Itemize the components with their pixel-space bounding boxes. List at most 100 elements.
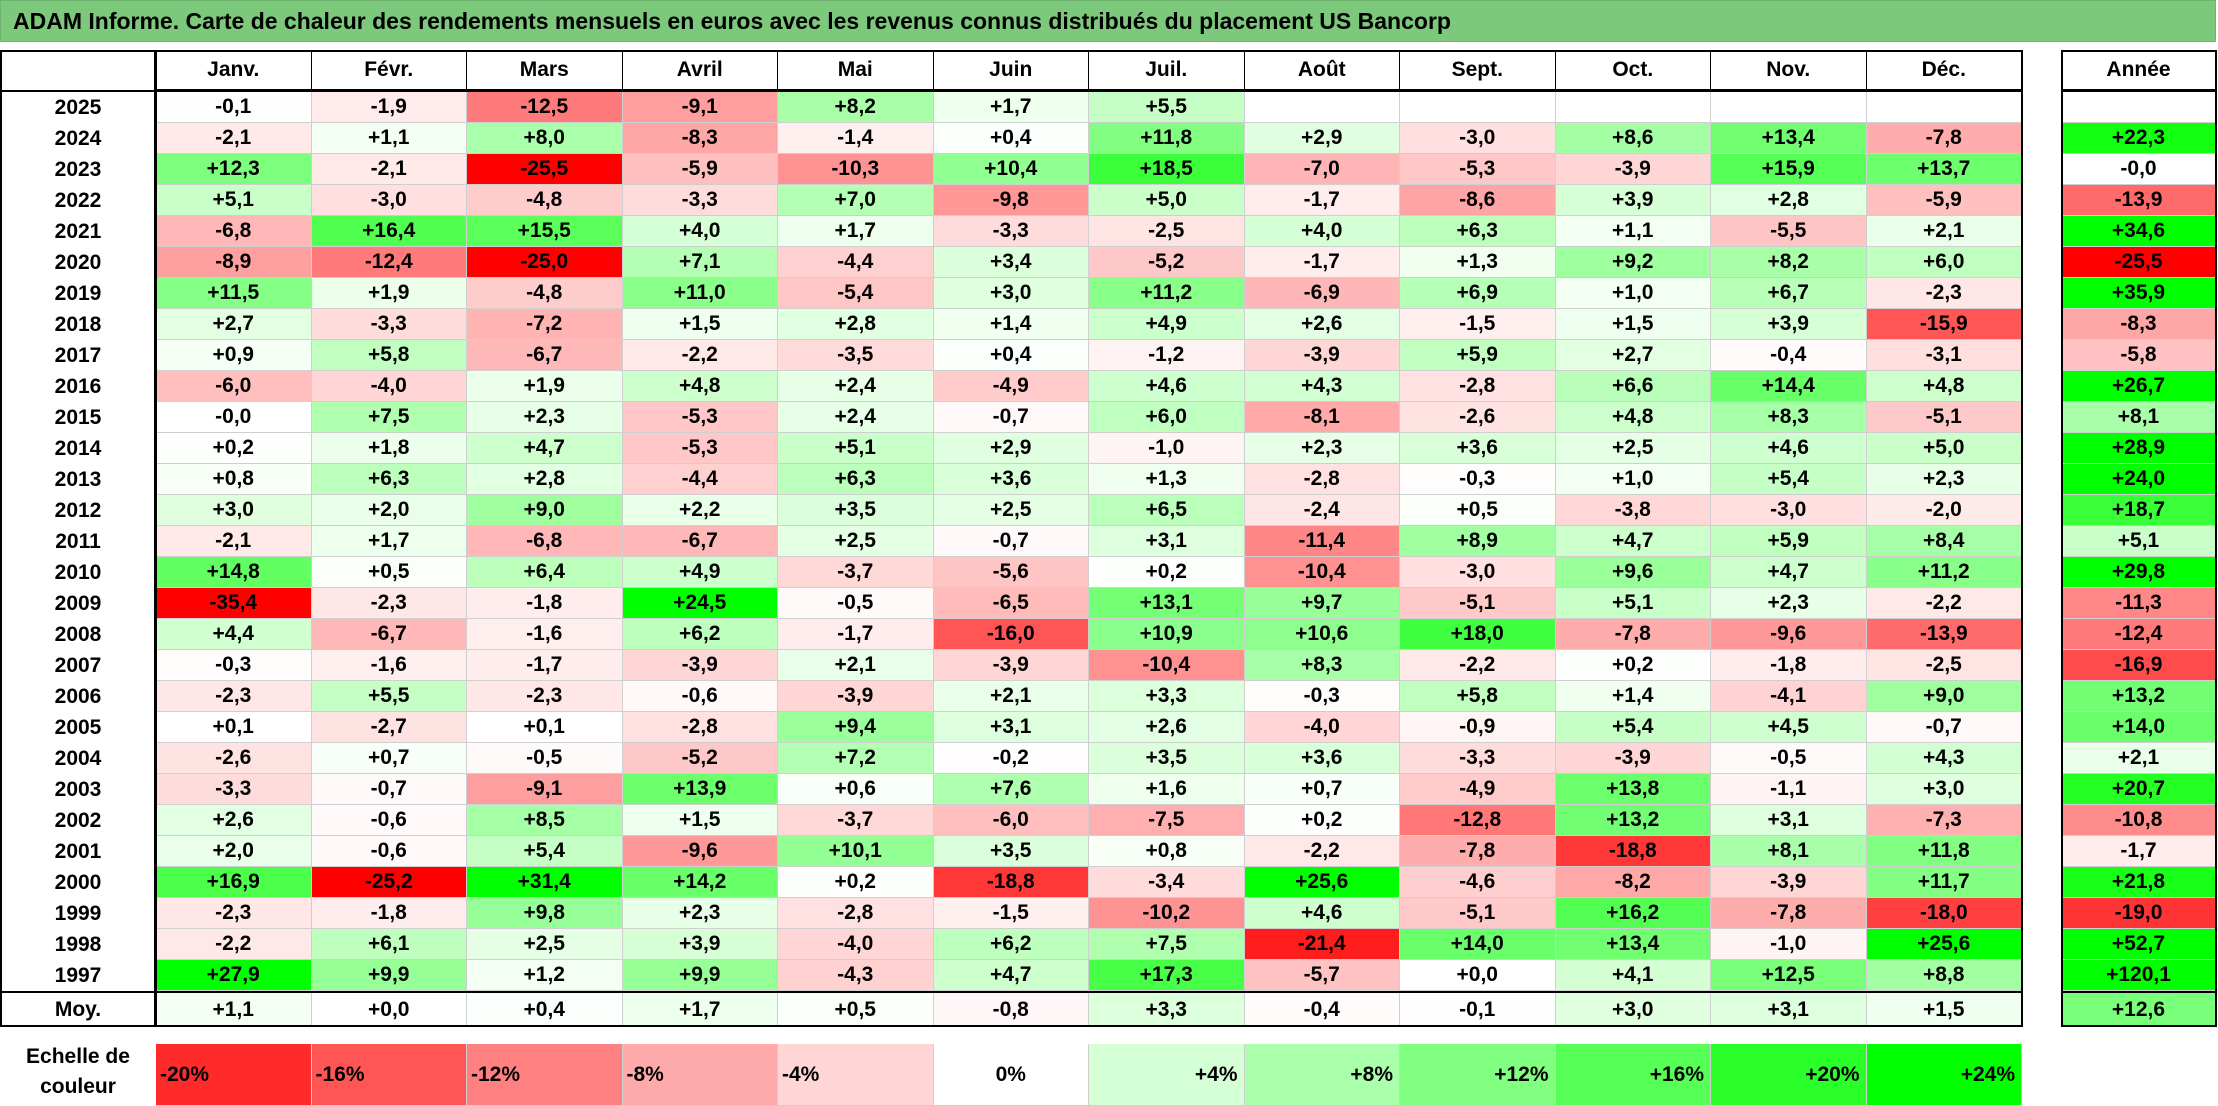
heatmap-cell: +9,8	[467, 898, 623, 929]
heatmap-cell: -3,3	[933, 216, 1089, 247]
heatmap-cell: -2,5	[1089, 216, 1245, 247]
heatmap-cell: +2,4	[778, 402, 934, 433]
heatmap-cell: +1,0	[1555, 278, 1711, 309]
row-year-label: 2008	[54, 622, 102, 646]
heatmap-cell: +2,8	[1711, 185, 1867, 216]
heatmap-cell: -2,6	[1400, 402, 1556, 433]
heatmap-cell: +0,7	[1244, 774, 1400, 805]
heatmap-cell: +7,2	[778, 743, 934, 774]
heatmap-cell: +4,9	[1089, 309, 1245, 340]
heatmap-cell: +8,0	[467, 123, 623, 154]
heatmap-cell: -2,3	[156, 681, 312, 712]
heatmap-cell: +16,4	[311, 216, 467, 247]
heatmap-cell: -9,1	[622, 92, 778, 123]
heatmap-cell: -3,1	[1866, 340, 2022, 371]
heatmap-cell	[1711, 92, 1867, 123]
heatmap-cell: +3,5	[778, 495, 934, 526]
average-cell: -0,8	[933, 993, 1089, 1027]
heatmap-cell: -3,7	[778, 557, 934, 588]
heatmap-cell: -7,3	[1866, 805, 2022, 836]
heatmap-cell: +4,7	[1555, 526, 1711, 557]
row-year-label: 2020	[54, 250, 102, 274]
heatmap-cell: +5,9	[1711, 526, 1867, 557]
heatmap-cell: +3,9	[1555, 185, 1711, 216]
heatmap-cell: +8,2	[1711, 247, 1867, 278]
row-year-label: 1998	[54, 932, 102, 956]
row-year-label: 2015	[54, 405, 102, 429]
heatmap-cell: -3,3	[1400, 743, 1556, 774]
heatmap-cell: -8,2	[1555, 867, 1711, 898]
heatmap-cell: +8,5	[467, 805, 623, 836]
heatmap-cell: +2,2	[622, 495, 778, 526]
heatmap-cell: -2,2	[1866, 588, 2022, 619]
average-cell: -0,1	[1400, 993, 1556, 1027]
heatmap-cell: -7,8	[1400, 836, 1556, 867]
heatmap-cell: +3,6	[933, 464, 1089, 495]
heatmap-cell: -1,7	[1244, 185, 1400, 216]
heatmap-cell: -9,1	[467, 774, 623, 805]
heatmap-cell: -0,2	[933, 743, 1089, 774]
row-year-label: 2002	[54, 808, 102, 832]
heatmap-cell: +14,0	[1400, 929, 1556, 960]
heatmap-cell: +2,6	[156, 805, 312, 836]
row-year-label: 2007	[54, 653, 102, 677]
heatmap-cell: +0,2	[778, 867, 934, 898]
row-year-label: 2004	[54, 746, 102, 770]
heatmap-cell: +1,7	[311, 526, 467, 557]
heatmap-cell: +9,4	[778, 712, 934, 743]
annual-cell: +120,1	[2062, 960, 2216, 991]
heatmap-cell: -6,7	[311, 619, 467, 650]
heatmap-cell: -3,0	[1711, 495, 1867, 526]
annual-cell: +20,7	[2062, 774, 2216, 805]
heatmap-cell: +16,9	[156, 867, 312, 898]
chart-title: ADAM Informe. Carte de chaleur des rende…	[13, 8, 1451, 34]
heatmap-cell: -1,4	[778, 123, 934, 154]
heatmap-cell: +2,3	[1711, 588, 1867, 619]
heatmap-cell: -3,8	[1555, 495, 1711, 526]
heatmap-cell: +3,5	[933, 836, 1089, 867]
row-year-label: 2006	[54, 684, 102, 708]
heatmap-cell: -25,5	[467, 154, 623, 185]
annual-cell: -19,0	[2062, 898, 2216, 929]
heatmap-cell: -1,8	[467, 588, 623, 619]
heatmap-cell: +11,2	[1866, 557, 2022, 588]
row-year-label: 2001	[54, 839, 102, 863]
annual-cell: +26,7	[2062, 371, 2216, 402]
heatmap-cell: +0,6	[778, 774, 934, 805]
heatmap-cell: +8,6	[1555, 123, 1711, 154]
heatmap-cell: +11,8	[1089, 123, 1245, 154]
heatmap-cell: -10,4	[1244, 557, 1400, 588]
color-scale-step: +4%	[1089, 1044, 1245, 1106]
heatmap-cell: +3,0	[156, 495, 312, 526]
heatmap-cell: -2,5	[1866, 650, 2022, 681]
heatmap-cell: +2,9	[933, 433, 1089, 464]
heatmap-cell: -3,0	[1400, 557, 1556, 588]
heatmap-cell: +6,2	[933, 929, 1089, 960]
heatmap-cell: -7,0	[1244, 154, 1400, 185]
column-header: Avril	[622, 50, 778, 90]
heatmap-cell: -2,2	[622, 340, 778, 371]
annual-cell: -13,9	[2062, 185, 2216, 216]
heatmap-cell: +2,0	[311, 495, 467, 526]
average-row-label: Moy.	[54, 998, 102, 1021]
heatmap-cell: +1,0	[1555, 464, 1711, 495]
heatmap-cell: +13,9	[622, 774, 778, 805]
heatmap-cell: -5,4	[778, 278, 934, 309]
heatmap-cell: +12,5	[1711, 960, 1867, 991]
heatmap-cell: +7,1	[622, 247, 778, 278]
heatmap-cell: -0,6	[311, 805, 467, 836]
average-cell: +3,0	[1555, 993, 1711, 1027]
heatmap-cell: -3,3	[311, 309, 467, 340]
average-cell: +0,0	[311, 993, 467, 1027]
heatmap-cell: -16,0	[933, 619, 1089, 650]
heatmap-cell: -9,8	[933, 185, 1089, 216]
column-header: Juil.	[1089, 50, 1245, 90]
heatmap-cell: -4,4	[622, 464, 778, 495]
color-scale-step: -12%	[467, 1044, 623, 1106]
heatmap-cell: -2,0	[1866, 495, 2022, 526]
heatmap-cell: -2,3	[156, 898, 312, 929]
heatmap-cell: -5,1	[1400, 898, 1556, 929]
heatmap-cell: +5,1	[778, 433, 934, 464]
heatmap-cell: -2,8	[1400, 371, 1556, 402]
annual-cell: +29,8	[2062, 557, 2216, 588]
